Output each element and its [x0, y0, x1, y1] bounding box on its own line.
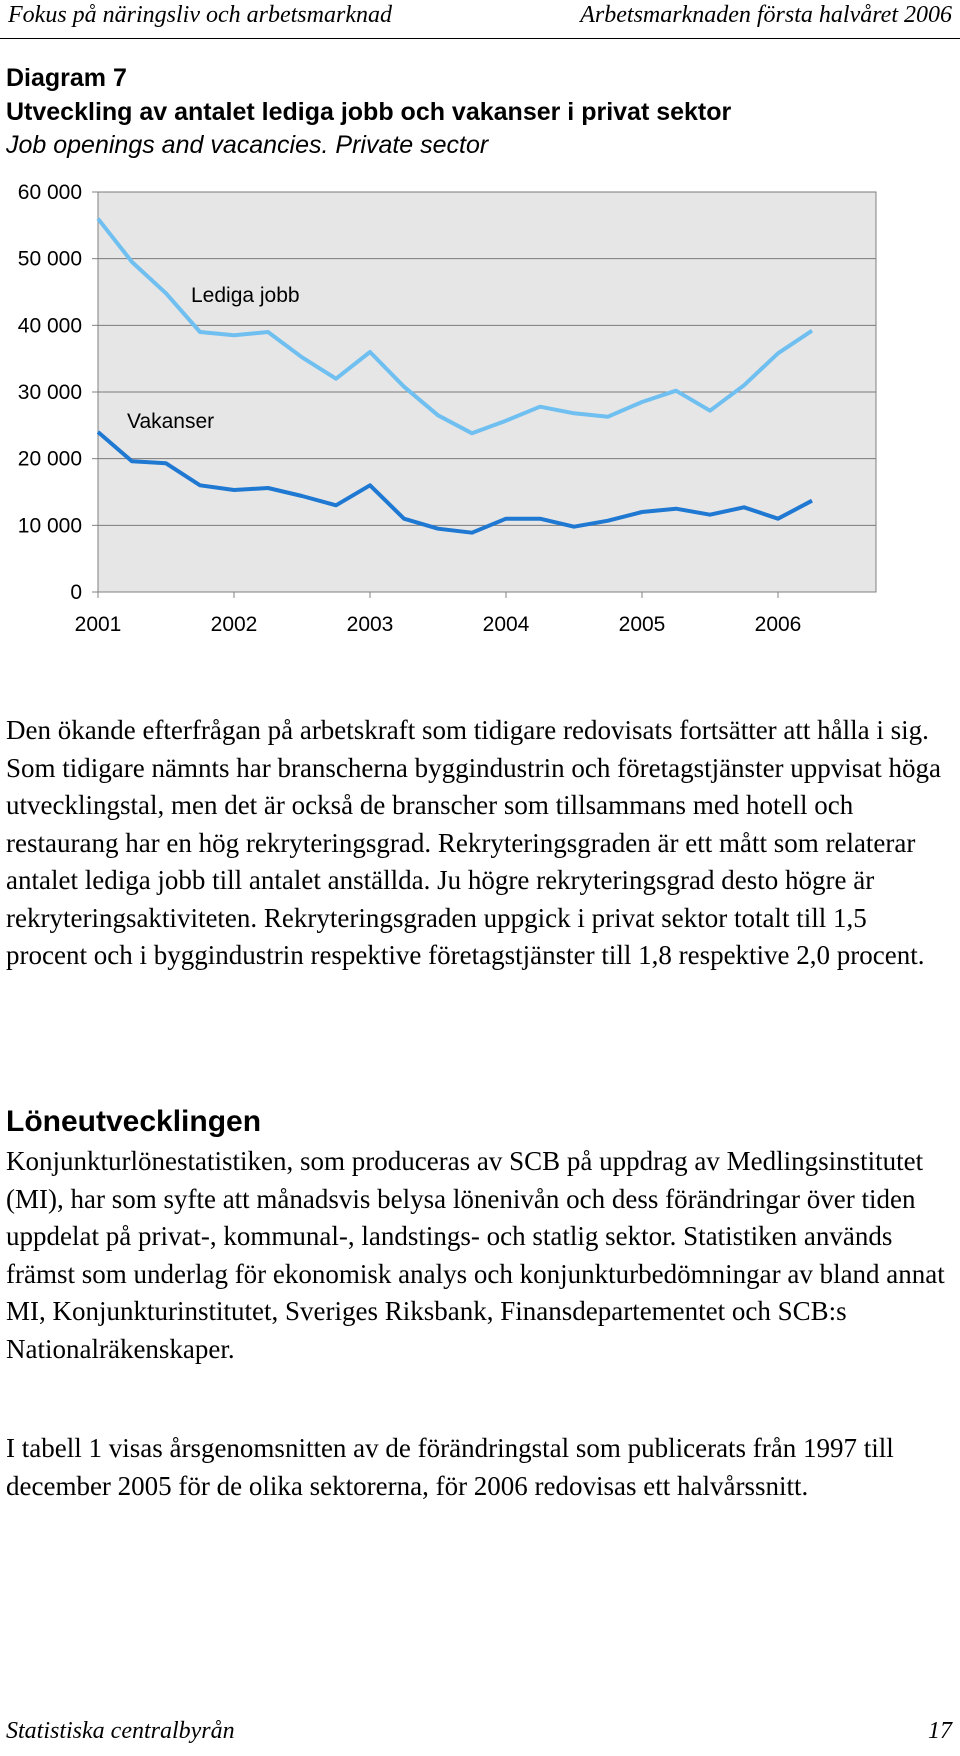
y-tick-label: 40 000 [18, 314, 82, 337]
x-tick-label: 2004 [483, 613, 530, 636]
header-right-title: Arbetsmarknaden första halvåret 2006 [580, 2, 952, 28]
gridlines [92, 191, 876, 598]
x-axis-tick-labels: 2001 2002 2003 2004 2005 2006 [75, 613, 802, 636]
footer-publisher: Statistiska centralbyrån [6, 1718, 235, 1744]
x-tick-label: 2001 [75, 613, 122, 636]
y-tick-label: 10 000 [18, 514, 82, 537]
figure-title: Utveckling av antalet lediga jobb och va… [6, 98, 732, 126]
series-label-vakanser: Vakanser [127, 410, 214, 433]
figure-number: Diagram 7 [6, 64, 127, 92]
y-tick-label: 60 000 [18, 181, 82, 204]
y-axis-tick-labels: 0 10 000 20 000 30 000 40 000 50 000 60 000 [18, 181, 82, 604]
body-paragraph-1: Den ökande efterfrågan på arbetskraft so… [6, 715, 942, 970]
y-tick-label: 30 000 [18, 381, 82, 404]
y-tick-label: 20 000 [18, 448, 82, 471]
x-tick-label: 2003 [347, 613, 394, 636]
series-label-lediga-jobb: Lediga jobb [191, 284, 300, 307]
y-tick-label: 0 [70, 581, 82, 604]
series-lines [96, 217, 814, 535]
x-tick-label: 2002 [211, 613, 258, 636]
series-line-vakanser [96, 430, 813, 535]
footer-page-number: 17 [928, 1718, 952, 1744]
body-paragraph-3: I tabell 1 visas årsgenomsnitten av de f… [6, 1433, 894, 1501]
y-tick-label: 50 000 [18, 248, 82, 271]
figure-subtitle: Job openings and vacancies. Private sect… [6, 131, 489, 159]
body-paragraph-2: Konjunkturlönestatistiken, som producera… [6, 1146, 945, 1364]
line-chart: 0 10 000 20 000 30 000 40 000 50 000 60 000 20… [18, 181, 877, 636]
series-line-lediga-jobb [96, 217, 814, 436]
running-header: Fokus på näringsliv och arbetsmarknad Ar… [0, 0, 960, 39]
x-tick-label: 2006 [755, 613, 802, 636]
section-heading: Löneutvecklingen [6, 1105, 262, 1138]
x-tick-label: 2005 [619, 613, 666, 636]
header-left-title: Fokus på näringsliv och arbetsmarknad [8, 2, 392, 28]
